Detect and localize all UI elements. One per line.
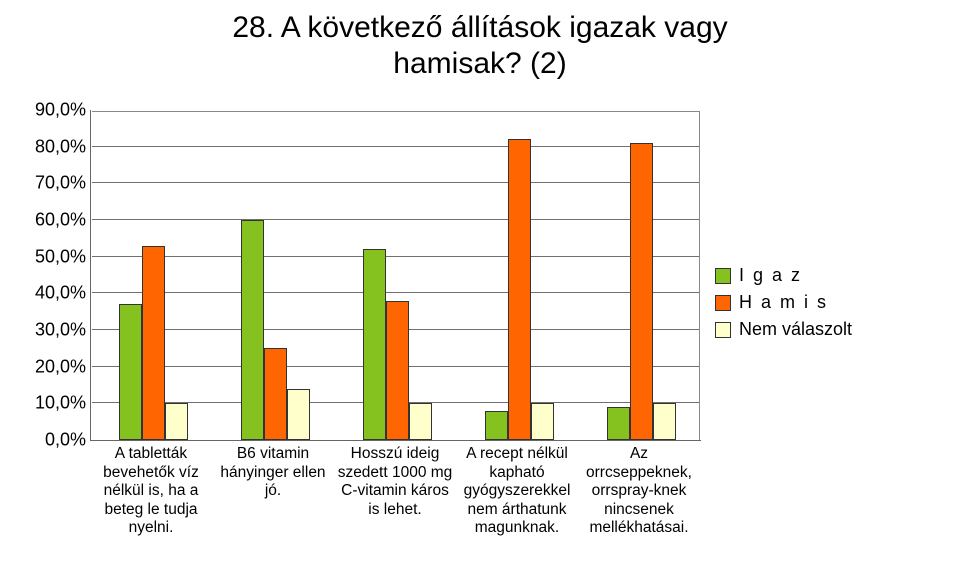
- y-tick-label: 30,0%: [35, 320, 86, 341]
- bar-nv: [531, 403, 554, 440]
- category-label: B6 vitamin hányinger ellen jó.: [212, 445, 334, 501]
- bar-hamis: [142, 246, 165, 440]
- y-tick-label: 60,0%: [35, 210, 86, 231]
- chart: 0,0% 10,0% 20,0% 30,0% 40,0% 50,0% 60,0% 70,0% 8…: [20, 110, 940, 550]
- slide: 28. A következő állítások igazak vagy ha…: [0, 0, 960, 572]
- bar-group: [214, 112, 336, 440]
- y-axis: 0,0%10,0%20,0%30,0%40,0%50,0%60,0%70,0%8…: [20, 110, 90, 440]
- legend-label: Nem válaszolt: [739, 319, 852, 340]
- legend-swatch: [715, 268, 731, 284]
- bar-igaz: [119, 304, 142, 440]
- bar-nv: [165, 403, 188, 440]
- legend-item: Nem válaszolt: [715, 319, 960, 340]
- y-tick-label: 20,0%: [35, 356, 86, 377]
- bar-igaz: [485, 411, 508, 440]
- plot-inner: [92, 111, 700, 440]
- y-tick-label: 50,0%: [35, 246, 86, 267]
- bar-nv: [287, 389, 310, 440]
- bar-group: [92, 112, 214, 440]
- bar-hamis: [508, 139, 531, 440]
- slide-title: 28. A következő állítások igazak vagy ha…: [0, 0, 960, 82]
- bar-igaz: [241, 220, 264, 440]
- y-tick-label: 0,0%: [45, 430, 86, 451]
- bar-hamis: [630, 143, 653, 440]
- title-line-2: hamisak? (2): [393, 47, 566, 80]
- category-label: Hosszú ideig szedett 1000 mg C-vitamin k…: [334, 445, 456, 519]
- bar-hamis: [264, 348, 287, 440]
- y-tick-label: 80,0%: [35, 136, 86, 157]
- legend-swatch: [715, 295, 731, 311]
- category-label: Az orrcseppeknek, orrspray-knek nincsene…: [578, 445, 700, 538]
- bar-nv: [409, 403, 432, 440]
- plot-area: [90, 110, 701, 441]
- category-label: A tabletták bevehetők víz nélkül is, ha …: [90, 445, 212, 538]
- y-tick-label: 40,0%: [35, 283, 86, 304]
- legend: I g a z H a m i s Nem válaszolt: [715, 265, 960, 346]
- y-tick-label: 70,0%: [35, 173, 86, 194]
- title-line-1: 28. A következő állítások igazak vagy: [232, 11, 727, 44]
- legend-item: I g a z: [715, 265, 960, 286]
- y-tick-label: 10,0%: [35, 393, 86, 414]
- legend-label: H a m i s: [739, 292, 828, 313]
- bar-hamis: [386, 301, 409, 440]
- bar-group: [580, 112, 702, 440]
- bar-igaz: [607, 407, 630, 440]
- bar-group: [336, 112, 458, 440]
- bar-igaz: [363, 249, 386, 440]
- legend-label: I g a z: [739, 265, 802, 286]
- category-label: A recept nélkül kapható gyógyszerekkel n…: [456, 445, 578, 538]
- bar-nv: [653, 403, 676, 440]
- legend-item: H a m i s: [715, 292, 960, 313]
- y-tick-label: 90,0%: [35, 100, 86, 121]
- legend-swatch: [715, 322, 731, 338]
- bar-group: [458, 112, 580, 440]
